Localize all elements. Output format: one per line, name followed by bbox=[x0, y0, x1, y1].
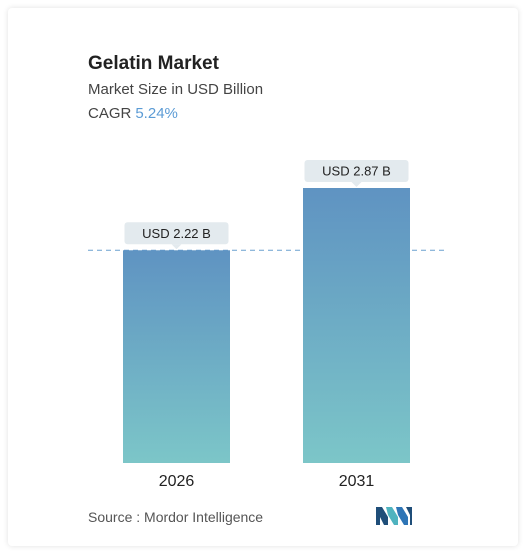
chart-title: Gelatin Market bbox=[88, 53, 219, 74]
data-label-bg-2031 bbox=[304, 160, 409, 182]
x-tick-label-2031: 2031 bbox=[339, 473, 375, 490]
cagr-label: CAGR bbox=[88, 105, 132, 122]
cagr-value: 5.24% bbox=[135, 105, 178, 122]
data-label-2026: USD 2.22 B bbox=[142, 226, 211, 241]
chart-card bbox=[8, 8, 518, 546]
bar-2031 bbox=[303, 188, 410, 463]
data-label-2031: USD 2.87 B bbox=[322, 164, 391, 179]
x-tick-label-2026: 2026 bbox=[159, 473, 195, 490]
source-text: Source : Mordor Intelligence bbox=[88, 509, 264, 525]
bar-2026 bbox=[123, 250, 230, 463]
data-label-pointer-2026 bbox=[171, 244, 182, 250]
data-label-pointer-2031 bbox=[351, 182, 362, 187]
chart-subtitle: Market Size in USD Billion bbox=[88, 81, 264, 98]
data-label-bg-2026 bbox=[124, 222, 229, 245]
cagr-line: CAGR 5.24% bbox=[88, 105, 178, 122]
mordor-intelligence-logo-icon bbox=[376, 507, 412, 525]
